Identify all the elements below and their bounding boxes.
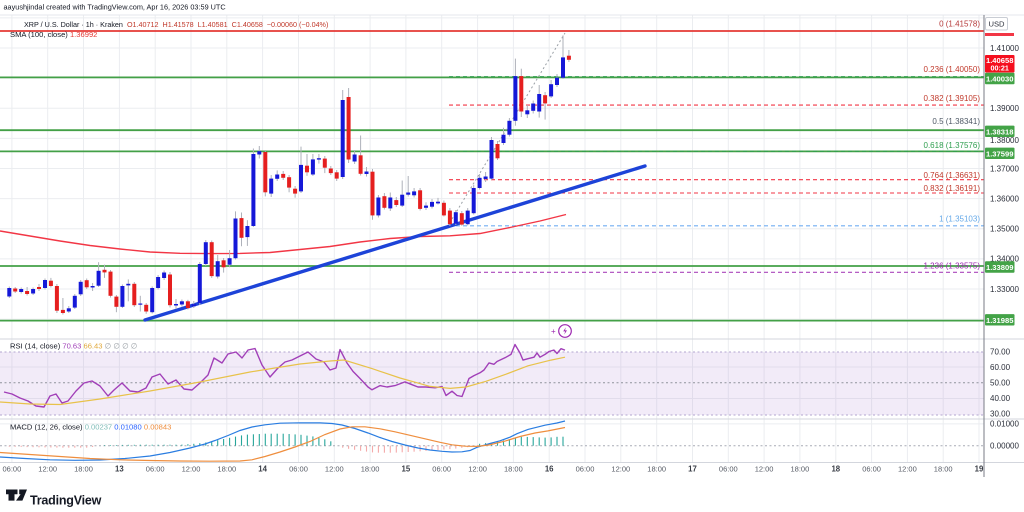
svg-text:18:00: 18:00 <box>361 465 380 474</box>
svg-text:0.618 (1.37576): 0.618 (1.37576) <box>924 141 981 150</box>
svg-text:0.236 (1.40050): 0.236 (1.40050) <box>924 65 981 74</box>
svg-text:1.41000: 1.41000 <box>990 44 1019 53</box>
svg-text:50.00: 50.00 <box>990 378 1011 387</box>
svg-text:RSI (14, close) 70.63 66.43 ∅: RSI (14, close) 70.63 66.43 ∅ ∅ ∅ ∅ <box>10 342 138 351</box>
svg-text:40.00: 40.00 <box>990 394 1011 403</box>
svg-text:1.38000: 1.38000 <box>990 136 1019 145</box>
svg-text:18:00: 18:00 <box>647 465 666 474</box>
svg-text:12:00: 12:00 <box>182 465 201 474</box>
svg-text:18:00: 18:00 <box>504 465 523 474</box>
svg-text:1.40030: 1.40030 <box>986 75 1013 84</box>
svg-text:0.00000: 0.00000 <box>990 442 1019 451</box>
svg-text:12:00: 12:00 <box>38 465 57 474</box>
svg-text:12:00: 12:00 <box>898 465 917 474</box>
svg-text:0.01000: 0.01000 <box>990 420 1019 429</box>
svg-text:1.37000: 1.37000 <box>990 164 1019 173</box>
svg-text:06:00: 06:00 <box>719 465 738 474</box>
svg-text:0.764 (1.36631): 0.764 (1.36631) <box>924 171 981 180</box>
svg-text:0 (1.41578): 0 (1.41578) <box>939 20 980 29</box>
svg-text:SMA (100, close) 1.36992: SMA (100, close) 1.36992 <box>10 30 97 39</box>
svg-text:1.39000: 1.39000 <box>990 104 1019 113</box>
svg-text:06:00: 06:00 <box>432 465 451 474</box>
svg-text:1.40658: 1.40658 <box>986 56 1013 65</box>
svg-text:USD: USD <box>988 19 1005 28</box>
svg-text:aayushjindal created with Trad: aayushjindal created with TradingView.co… <box>4 3 226 12</box>
svg-text:06:00: 06:00 <box>146 465 165 474</box>
svg-text:1.38318: 1.38318 <box>986 127 1013 136</box>
svg-text:1.36000: 1.36000 <box>990 194 1019 203</box>
svg-text:19: 19 <box>975 465 984 474</box>
svg-text:14: 14 <box>258 465 267 474</box>
svg-text:XRP / U.S. Dollar · 1h · Krake: XRP / U.S. Dollar · 1h · Kraken O1.40712… <box>24 20 328 29</box>
svg-text:18:00: 18:00 <box>791 465 810 474</box>
svg-text:60.00: 60.00 <box>990 363 1011 372</box>
svg-text:12:00: 12:00 <box>325 465 344 474</box>
svg-text:12:00: 12:00 <box>468 465 487 474</box>
svg-text:06:00: 06:00 <box>3 465 22 474</box>
svg-text:+: + <box>551 327 556 336</box>
svg-text:1.236 (1.33575): 1.236 (1.33575) <box>924 262 981 271</box>
svg-text:00:21: 00:21 <box>991 64 1009 73</box>
svg-text:16: 16 <box>545 465 554 474</box>
svg-text:06:00: 06:00 <box>289 465 308 474</box>
svg-text:17: 17 <box>688 465 697 474</box>
svg-text:18:00: 18:00 <box>934 465 953 474</box>
svg-text:06:00: 06:00 <box>576 465 595 474</box>
svg-text:30.00: 30.00 <box>990 409 1011 418</box>
svg-text:1.33809: 1.33809 <box>986 263 1013 272</box>
svg-text:1 (1.35103): 1 (1.35103) <box>939 215 980 224</box>
svg-text:18:00: 18:00 <box>74 465 93 474</box>
svg-text:TradingView: TradingView <box>30 494 102 508</box>
svg-text:18: 18 <box>831 465 840 474</box>
svg-text:0.832 (1.36191): 0.832 (1.36191) <box>924 184 981 193</box>
svg-text:0.382 (1.39105): 0.382 (1.39105) <box>924 94 981 103</box>
svg-text:12:00: 12:00 <box>755 465 774 474</box>
svg-text:1.31985: 1.31985 <box>986 316 1014 325</box>
svg-text:13: 13 <box>115 465 124 474</box>
svg-text:1.34000: 1.34000 <box>990 255 1019 264</box>
svg-text:18:00: 18:00 <box>217 465 236 474</box>
svg-text:0.5 (1.38341): 0.5 (1.38341) <box>932 117 980 126</box>
svg-text:1.33000: 1.33000 <box>990 285 1019 294</box>
svg-text:MACD (12, 26, close) 0.00237 0: MACD (12, 26, close) 0.00237 0.01080 0.0… <box>10 423 171 432</box>
svg-text:15: 15 <box>402 465 411 474</box>
svg-text:1.35000: 1.35000 <box>990 225 1019 234</box>
svg-text:1.37599: 1.37599 <box>986 149 1013 158</box>
svg-text:12:00: 12:00 <box>611 465 630 474</box>
svg-text:06:00: 06:00 <box>862 465 881 474</box>
svg-text:70.00: 70.00 <box>990 347 1011 356</box>
